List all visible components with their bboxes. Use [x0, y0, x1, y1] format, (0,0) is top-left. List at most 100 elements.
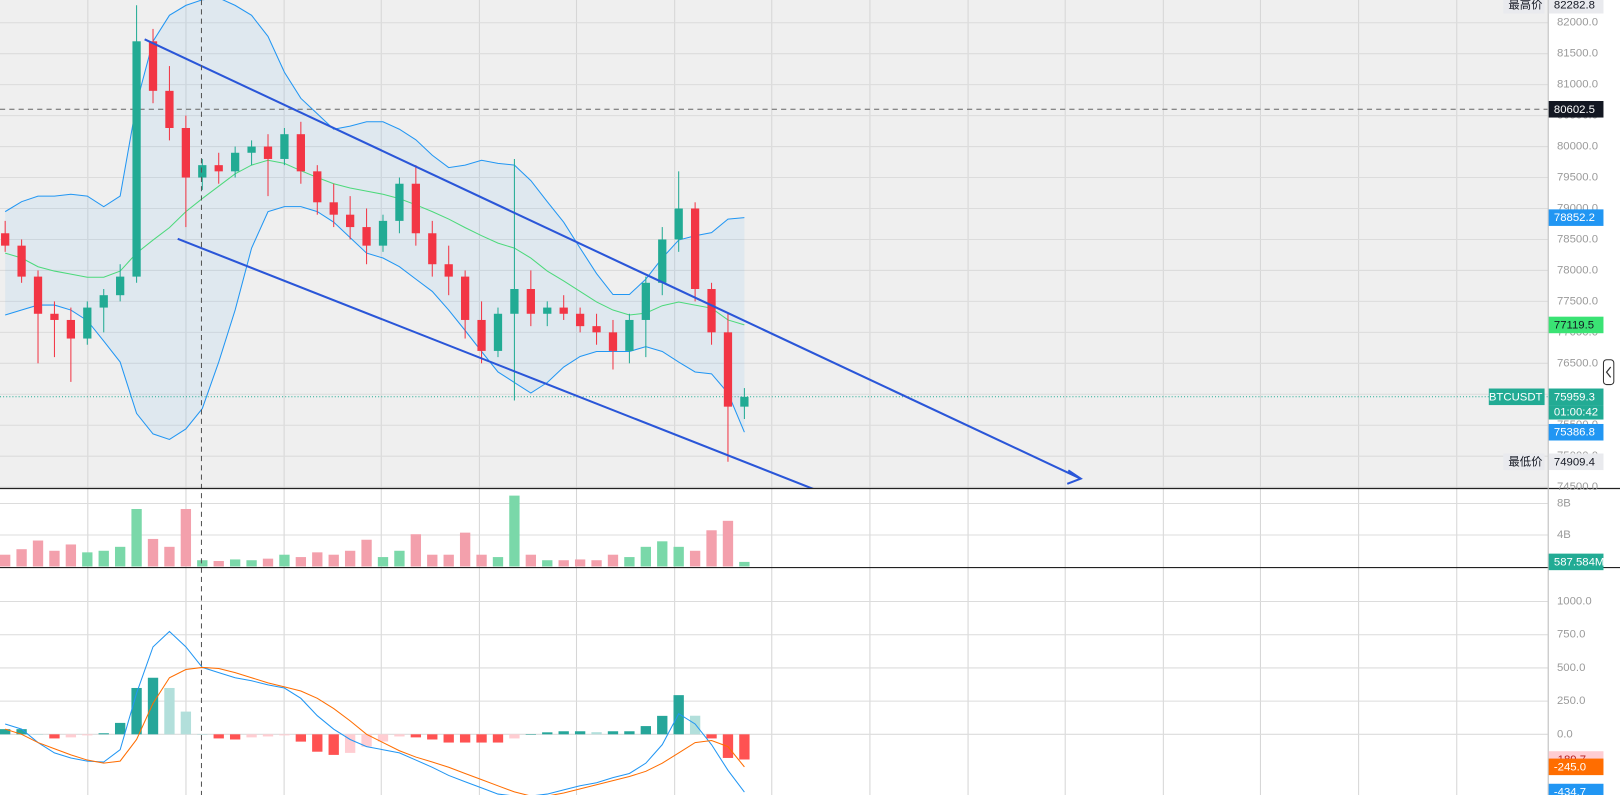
- candle-body: [411, 183, 420, 234]
- badge-tag-label: 最高价: [1508, 0, 1542, 12]
- candle-body: [313, 171, 322, 203]
- y-tick-label: 500.0: [1557, 662, 1585, 674]
- candle-body: [477, 319, 486, 351]
- collapse-button[interactable]: [1602, 359, 1615, 386]
- y-tick-label: 82000.0: [1557, 17, 1598, 29]
- price-badge-label: -245.0: [1554, 761, 1586, 773]
- macd-histogram-bar: [16, 729, 27, 735]
- volume-bar: [542, 560, 553, 567]
- volume-bar: [32, 540, 44, 567]
- volume-bar: [65, 544, 77, 567]
- price-pane-bg: [0, 0, 1548, 488]
- volume-bar: [114, 546, 126, 567]
- macd-histogram-bar: [114, 722, 126, 735]
- macd-histogram-bar: [640, 726, 651, 735]
- candle-body: [296, 134, 305, 172]
- volume-pane-bg: [0, 488, 1548, 567]
- candle-body: [198, 165, 207, 178]
- candle-body: [280, 134, 289, 159]
- candle-body: [148, 41, 158, 91]
- macd-line: [5, 630, 745, 795]
- y-tick-label: 80000.0: [1557, 141, 1598, 153]
- y-tick-label: 76500.0: [1557, 357, 1598, 369]
- candle-body: [231, 152, 240, 172]
- macd-histogram-bar: [476, 734, 487, 743]
- price-badge: [1548, 553, 1604, 571]
- candle-body: [362, 227, 371, 246]
- badge-tag-label: 最低价: [1508, 455, 1542, 468]
- volume-bar: [82, 552, 93, 567]
- candle-body: [460, 276, 470, 320]
- volume-bar: [295, 557, 307, 567]
- volume-bar: [394, 550, 405, 567]
- price-badge-label: 74909.4: [1554, 456, 1595, 468]
- volume-bar: [377, 557, 389, 567]
- price-badge: [1548, 758, 1604, 776]
- volume-bar: [624, 557, 635, 567]
- band-fill: [5, 0, 745, 440]
- candle-body: [575, 313, 585, 327]
- macd-histogram-bar: [443, 734, 454, 743]
- candle-body: [608, 332, 618, 351]
- y-tick-label: 0.0: [1557, 728, 1573, 740]
- macd-histogram-bar: [82, 734, 93, 736]
- volume-bar: [344, 550, 356, 567]
- candle-body: [214, 165, 223, 172]
- y-tick-label: 78000.0: [1557, 264, 1598, 276]
- macd-histogram-bar: [361, 734, 372, 747]
- candle-body: [165, 90, 174, 128]
- volume-bar: [0, 554, 11, 567]
- macd-histogram-bar: [246, 734, 257, 738]
- candle-body: [674, 208, 683, 240]
- candle-body: [1, 233, 10, 246]
- channel-upper-line: [144, 38, 1082, 480]
- y-tick-label: 81500.0: [1557, 48, 1598, 60]
- candle-body: [559, 307, 568, 314]
- volume-bar: [607, 554, 619, 567]
- candle-body: [329, 202, 338, 215]
- candle-body: [444, 264, 453, 277]
- candle-body: [723, 332, 733, 407]
- price-badge: [1548, 453, 1604, 471]
- macd-histogram-bar: [49, 734, 60, 739]
- candle-body: [625, 319, 634, 351]
- price-badge: [1548, 316, 1604, 334]
- volume-bar: [476, 554, 487, 567]
- macd-histogram-bar: [509, 734, 520, 739]
- candle-body: [263, 146, 273, 159]
- price-badge-label: 78852.2: [1554, 212, 1595, 224]
- bollinger-upper: [4, 0, 745, 296]
- y-tick-label: 750.0: [1557, 629, 1585, 641]
- price-badge: [1548, 783, 1604, 795]
- candle-body: [132, 41, 141, 277]
- volume-bar: [427, 554, 438, 567]
- y-tick-label: 1000.0: [1557, 596, 1592, 608]
- macd-histogram-bar: [180, 711, 192, 735]
- volume-bar: [131, 509, 142, 567]
- volume-bar: [558, 560, 569, 567]
- price-badge-label: 75959.3: [1554, 391, 1595, 403]
- macd-histogram-bar: [459, 734, 471, 743]
- volume-bar: [180, 509, 192, 567]
- candle-body: [395, 183, 404, 221]
- candle-body: [116, 276, 125, 296]
- price-badge-label: 77119.5: [1554, 319, 1594, 331]
- price-badge-label: 75386.8: [1554, 427, 1595, 439]
- badge-tag: [1503, 453, 1545, 471]
- volume-bar: [525, 554, 537, 567]
- macd-histogram-bar: [295, 734, 307, 742]
- macd-histogram-bar: [262, 734, 274, 737]
- volume-bar: [246, 560, 257, 567]
- macd-histogram-bar: [65, 734, 77, 738]
- badge-tag: [1503, 0, 1545, 14]
- macd-histogram-bar: [377, 734, 389, 742]
- macd-histogram-bar: [607, 731, 619, 735]
- candle-body: [181, 127, 190, 178]
- macd-histogram-bar: [213, 734, 224, 739]
- macd-pane-bg: [0, 568, 1548, 795]
- candle-body: [33, 276, 43, 314]
- macd-histogram-bar: [147, 677, 159, 735]
- volume-bar: [459, 532, 471, 567]
